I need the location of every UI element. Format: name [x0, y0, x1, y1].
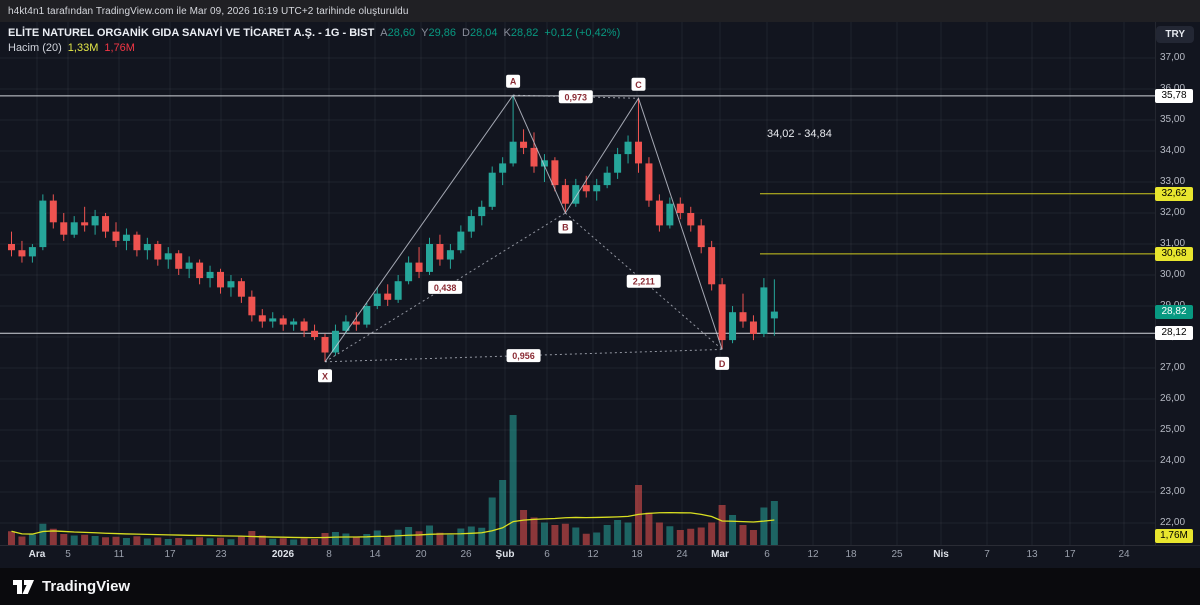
price-axis-badge: 28,82: [1155, 304, 1193, 319]
ohlc-value: 28,82: [510, 27, 539, 39]
time-tick-label: 6: [544, 549, 550, 560]
svg-text:A: A: [510, 77, 517, 87]
svg-text:D: D: [719, 359, 726, 369]
currency-toggle-button[interactable]: TRY: [1156, 26, 1194, 43]
time-tick-label: 17: [164, 549, 176, 560]
volume-legend-row: Hacim (20) 1,33M 1,76M: [8, 41, 620, 56]
time-axis[interactable]: Ara 5 11 17 23 2026 8 14 20 26 Şub 6 12 18 24 Mar 6 12 18 2…: [0, 545, 1155, 568]
symbol-title[interactable]: ELİTE NATUREL ORGANİK GIDA SANAYİ VE TİC…: [8, 27, 375, 39]
time-tick-label: 25: [891, 549, 903, 560]
ohlc-key: D: [462, 27, 470, 39]
ohlc-key: K: [503, 27, 511, 39]
price-tick-label: 26,00: [1160, 393, 1186, 404]
svg-text:B: B: [562, 223, 569, 233]
time-tick-label: 26: [460, 549, 472, 560]
price-tick-label: 22,00: [1160, 517, 1186, 528]
volume-axis-badge: 1,76M: [1155, 529, 1193, 543]
time-tick-label: Ara: [28, 549, 46, 560]
time-tick-label: 13: [1026, 549, 1038, 560]
candlestick-chart[interactable]: X A B C D 0,438 0,973 2,211 0,956: [0, 22, 1200, 568]
time-tick-label: 12: [587, 549, 599, 560]
time-tick-label: 24: [676, 549, 688, 560]
time-tick-label: 8: [326, 549, 332, 560]
price-tick-label: 23,00: [1160, 486, 1186, 497]
time-tick-label: 18: [631, 549, 643, 560]
change-value: +0,12 (+0,42%): [544, 27, 621, 39]
svg-text:2,211: 2,211: [633, 277, 655, 287]
price-tick-label: 31,00: [1160, 238, 1186, 249]
price-tick-label: 35,00: [1160, 114, 1186, 125]
chart-region: X A B C D 0,438 0,973 2,211 0,956 ELİTE NATUREL …: [0, 22, 1200, 568]
attribution-bar: h4kt4n1 tarafından TradingView.com ile M…: [0, 0, 1200, 22]
time-tick-label: 18: [845, 549, 857, 560]
time-tick-label: 11: [113, 549, 125, 560]
price-tick-label: 37,00: [1160, 52, 1186, 63]
tradingview-logo-icon: [13, 579, 34, 594]
price-tick-label: 32,00: [1160, 207, 1186, 218]
svg-text:C: C: [635, 80, 642, 90]
price-tick-label: 25,00: [1160, 424, 1186, 435]
svg-text:X: X: [322, 371, 328, 381]
time-tick-label: 20: [415, 549, 427, 560]
symbol-legend-row: ELİTE NATUREL ORGANİK GIDA SANAYİ VE TİC…: [8, 26, 620, 41]
price-tick-label: 27,00: [1160, 362, 1186, 373]
footer-bar: TradingView: [0, 568, 1200, 605]
time-tick-label: 7: [984, 549, 990, 560]
svg-text:0,438: 0,438: [434, 283, 457, 293]
price-tick-label: 34,00: [1160, 145, 1186, 156]
time-tick-label: Mar: [711, 549, 729, 560]
time-tick-label: 12: [807, 549, 819, 560]
time-tick-label: 24: [1118, 549, 1130, 560]
ohlc-value: 28,04: [470, 27, 498, 39]
time-tick-label: 6: [764, 549, 770, 560]
svg-text:0,956: 0,956: [512, 351, 535, 361]
ohlc-key: A: [380, 27, 388, 39]
price-axis-badge: 32,62: [1155, 186, 1193, 201]
price-tick-label: 36,00: [1160, 83, 1185, 94]
svg-text:0,973: 0,973: [565, 92, 588, 102]
volume-ma-value: 1,76M: [104, 42, 135, 54]
price-tick-label: 30,00: [1160, 269, 1186, 280]
price-zone-annotation[interactable]: 34,02 - 34,84: [767, 128, 832, 140]
ohlc-key: Y: [421, 27, 429, 39]
price-tick-label: 33,00: [1160, 176, 1186, 187]
time-tick-label: 17: [1064, 549, 1076, 560]
ohlc-values: A28,60 Y29,86 D28,04 K28,82: [374, 27, 538, 39]
ohlc-value: 28,60: [387, 27, 416, 39]
time-tick-label: 5: [65, 549, 71, 560]
price-tick-label: 24,00: [1160, 455, 1186, 466]
time-tick-label: Şub: [495, 549, 515, 560]
volume-value: 1,33M: [67, 42, 99, 54]
volume-indicator-label[interactable]: Hacim (20): [8, 42, 62, 54]
ohlc-value: 29,86: [428, 27, 457, 39]
price-axis-badge: 28,12: [1155, 326, 1193, 341]
price-axis-badge: 35,78: [1155, 88, 1193, 103]
price-axis-badge: 30,68: [1155, 246, 1193, 261]
tradingview-logo[interactable]: TradingView: [12, 578, 130, 596]
time-tick-label: 23: [215, 549, 227, 560]
price-axis[interactable]: 37,00 36,00 35,00 34,00 33,00 32,00 31,00 30,00…: [1155, 22, 1200, 545]
chart-legend: ELİTE NATUREL ORGANİK GIDA SANAYİ VE TİC…: [8, 26, 620, 56]
time-tick-label: 2026: [271, 549, 295, 560]
time-tick-label: Nis: [933, 549, 949, 560]
time-tick-label: 14: [369, 549, 381, 560]
attribution-text: h4kt4n1 tarafından TradingView.com ile M…: [8, 5, 409, 17]
tradingview-logo-text: TradingView: [42, 578, 131, 595]
